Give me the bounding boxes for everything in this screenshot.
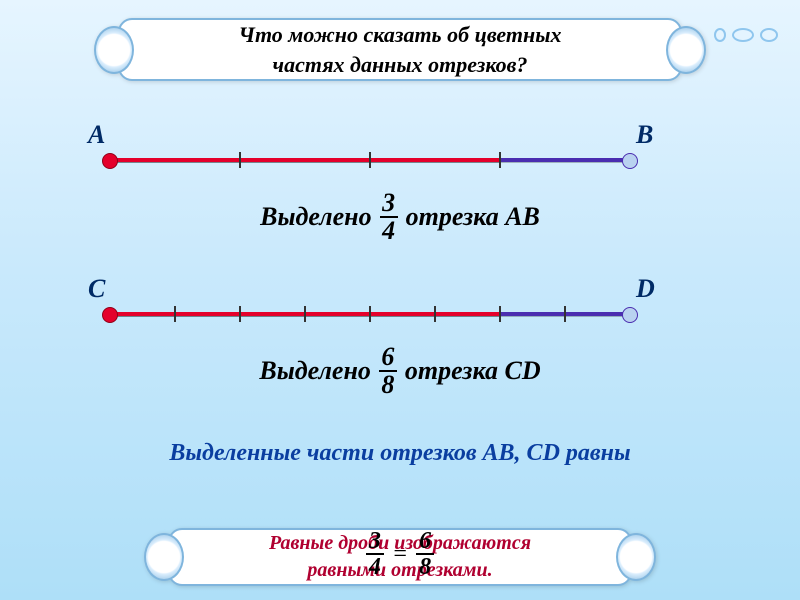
tick-mark (304, 306, 306, 322)
tick-mark (499, 152, 501, 168)
eq-sign: = (392, 541, 408, 568)
tick-mark (239, 152, 241, 168)
point-a-icon (102, 153, 118, 169)
segment-ab (110, 150, 630, 170)
point-b-icon (622, 153, 638, 169)
tick-mark (499, 306, 501, 322)
point-label-b: B (636, 120, 653, 150)
fraction-cd: 6 8 (379, 344, 397, 398)
decorative-bubbles (714, 28, 778, 42)
title-line-2: частях данных отрезков? (140, 50, 660, 80)
point-d-icon (622, 307, 638, 323)
equal-parts-note: Выделенные части отрезков АВ, СD равны (0, 440, 800, 467)
point-label-c: C (88, 274, 105, 304)
fraction-cd-num: 6 (379, 344, 396, 370)
tick-mark (564, 306, 566, 322)
equation-overlay: 3 4 = 6 8 (0, 528, 800, 579)
eq-right-den: 8 (417, 555, 433, 579)
statement-cd: Выделено 6 8 отрезка СD (0, 344, 800, 398)
eq-right-fraction: 6 8 (416, 529, 434, 579)
eq-right-num: 6 (417, 529, 433, 553)
statement-cd-suffix: отрезка СD (405, 356, 541, 386)
statement-ab: Выделено 3 4 отрезка АВ (0, 190, 800, 244)
point-label-a: A (88, 120, 105, 150)
tick-mark (174, 306, 176, 322)
tick-mark (369, 306, 371, 322)
segment-ab-red (110, 158, 500, 162)
title-cloud: Что можно сказать об цветных частях данн… (100, 10, 700, 89)
segment-cd (110, 304, 630, 324)
statement-ab-prefix: Выделено (260, 202, 372, 232)
eq-left-fraction: 3 4 (366, 529, 384, 579)
title-line-1: Что можно сказать об цветных (140, 20, 660, 50)
point-label-d: D (636, 274, 655, 304)
fraction-ab: 3 4 (380, 190, 398, 244)
tick-mark (239, 306, 241, 322)
fraction-ab-num: 3 (380, 190, 397, 216)
tick-mark (434, 306, 436, 322)
fraction-cd-den: 8 (379, 372, 396, 398)
statement-ab-suffix: отрезка АВ (406, 202, 540, 232)
statement-cd-prefix: Выделено (259, 356, 371, 386)
eq-left-num: 3 (367, 529, 383, 553)
fraction-ab-den: 4 (380, 218, 397, 244)
point-c-icon (102, 307, 118, 323)
tick-mark (369, 152, 371, 168)
eq-left-den: 4 (367, 555, 383, 579)
